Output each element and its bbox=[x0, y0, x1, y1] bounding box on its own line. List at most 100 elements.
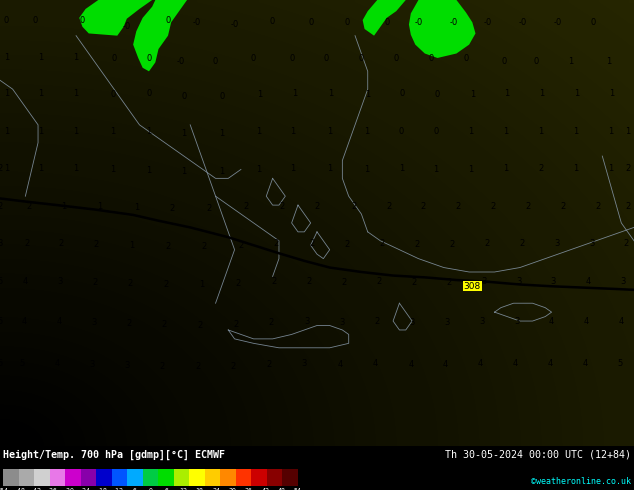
Bar bbox=[143, 469, 158, 487]
Text: 1: 1 bbox=[257, 90, 262, 99]
Text: -42: -42 bbox=[30, 488, 42, 490]
Text: 3: 3 bbox=[514, 318, 519, 326]
Text: 3: 3 bbox=[124, 361, 129, 369]
Text: 3: 3 bbox=[58, 277, 63, 286]
Text: 1: 1 bbox=[4, 164, 9, 173]
Text: 1: 1 bbox=[74, 164, 79, 173]
Text: 2: 2 bbox=[164, 280, 169, 289]
Text: 1: 1 bbox=[181, 167, 186, 176]
Text: 1: 1 bbox=[608, 126, 613, 136]
Text: 2: 2 bbox=[126, 319, 131, 328]
Text: 2: 2 bbox=[24, 239, 29, 248]
Text: 2: 2 bbox=[271, 277, 276, 286]
Text: 0: 0 bbox=[400, 89, 405, 98]
Text: 1: 1 bbox=[434, 165, 439, 174]
Text: 2: 2 bbox=[127, 279, 133, 288]
Bar bbox=[174, 469, 190, 487]
Text: 2: 2 bbox=[94, 240, 99, 249]
Text: 2: 2 bbox=[233, 320, 238, 329]
Text: 5: 5 bbox=[0, 318, 3, 326]
Text: 2: 2 bbox=[161, 320, 166, 329]
Text: 4: 4 bbox=[478, 359, 483, 368]
Text: 4: 4 bbox=[548, 359, 553, 368]
Bar bbox=[283, 469, 298, 487]
Text: 2: 2 bbox=[377, 277, 382, 286]
Text: 0: 0 bbox=[181, 92, 186, 101]
Text: -0: -0 bbox=[176, 57, 185, 66]
Polygon shape bbox=[133, 0, 187, 72]
Text: 2: 2 bbox=[526, 201, 531, 211]
Text: 1: 1 bbox=[503, 164, 508, 173]
Text: 1: 1 bbox=[573, 126, 578, 136]
Text: 1: 1 bbox=[74, 52, 79, 62]
Text: 3: 3 bbox=[479, 318, 484, 326]
Text: -48: -48 bbox=[13, 488, 25, 490]
Text: 0: 0 bbox=[345, 18, 350, 27]
Text: -0: -0 bbox=[553, 18, 562, 27]
Text: 1: 1 bbox=[625, 126, 630, 136]
Text: 2: 2 bbox=[625, 164, 630, 173]
Text: 48: 48 bbox=[278, 488, 285, 490]
Text: 3: 3 bbox=[554, 239, 559, 248]
Text: 1: 1 bbox=[146, 166, 152, 175]
Text: 1: 1 bbox=[110, 127, 115, 137]
Text: 1: 1 bbox=[61, 201, 66, 211]
Text: 0: 0 bbox=[434, 127, 439, 137]
Text: -18: -18 bbox=[96, 488, 107, 490]
Text: 4: 4 bbox=[513, 359, 518, 368]
Text: 12: 12 bbox=[179, 488, 187, 490]
Text: 3: 3 bbox=[340, 318, 345, 327]
Text: 4: 4 bbox=[583, 359, 588, 368]
Text: Height/Temp. 700 hPa [gdmp][°C] ECMWF: Height/Temp. 700 hPa [gdmp][°C] ECMWF bbox=[3, 449, 225, 460]
Text: 1: 1 bbox=[129, 241, 134, 250]
Text: 1: 1 bbox=[609, 89, 614, 98]
Text: 0: 0 bbox=[80, 16, 85, 24]
Text: 2: 2 bbox=[202, 242, 207, 251]
Text: 1: 1 bbox=[39, 89, 44, 98]
Text: -0: -0 bbox=[414, 18, 423, 27]
Text: 1: 1 bbox=[364, 165, 369, 174]
Bar bbox=[190, 469, 205, 487]
Text: 1: 1 bbox=[364, 127, 369, 137]
Polygon shape bbox=[409, 0, 476, 58]
Text: -0: -0 bbox=[192, 18, 201, 27]
Text: 4: 4 bbox=[373, 359, 378, 368]
Text: 2: 2 bbox=[231, 362, 236, 370]
Text: 2: 2 bbox=[280, 201, 285, 211]
Bar bbox=[267, 469, 283, 487]
Text: 1: 1 bbox=[573, 164, 578, 173]
Text: 4: 4 bbox=[23, 277, 28, 286]
Text: 4: 4 bbox=[408, 360, 413, 369]
Text: 2: 2 bbox=[195, 363, 200, 371]
Text: 1: 1 bbox=[39, 52, 44, 62]
Text: ©weatheronline.co.uk: ©weatheronline.co.uk bbox=[531, 477, 631, 487]
Text: 2: 2 bbox=[165, 242, 171, 251]
Text: 1: 1 bbox=[199, 280, 204, 289]
Text: 1: 1 bbox=[256, 127, 261, 137]
Text: 3: 3 bbox=[589, 239, 594, 248]
Text: 2: 2 bbox=[386, 201, 391, 211]
Text: 2: 2 bbox=[314, 201, 320, 211]
Text: 0: 0 bbox=[435, 90, 440, 99]
Text: 3: 3 bbox=[516, 277, 521, 286]
Text: 4: 4 bbox=[337, 360, 342, 369]
Text: -0: -0 bbox=[230, 20, 239, 29]
Text: -0: -0 bbox=[449, 18, 458, 27]
Text: 1: 1 bbox=[4, 52, 9, 62]
Text: 2: 2 bbox=[345, 240, 350, 249]
Bar bbox=[18, 469, 34, 487]
Text: 2: 2 bbox=[624, 239, 629, 248]
Text: 1: 1 bbox=[505, 89, 510, 98]
Text: 2: 2 bbox=[560, 201, 566, 211]
Text: 0: 0 bbox=[146, 54, 152, 63]
Text: 1: 1 bbox=[219, 129, 224, 138]
Text: 3: 3 bbox=[304, 318, 309, 326]
Bar bbox=[252, 469, 267, 487]
Text: 3: 3 bbox=[410, 318, 415, 327]
Text: 2: 2 bbox=[197, 321, 202, 330]
Bar bbox=[158, 469, 174, 487]
Text: 0: 0 bbox=[394, 54, 399, 63]
Text: 2: 2 bbox=[274, 239, 279, 248]
Bar bbox=[96, 469, 112, 487]
Text: -30: -30 bbox=[63, 488, 75, 490]
